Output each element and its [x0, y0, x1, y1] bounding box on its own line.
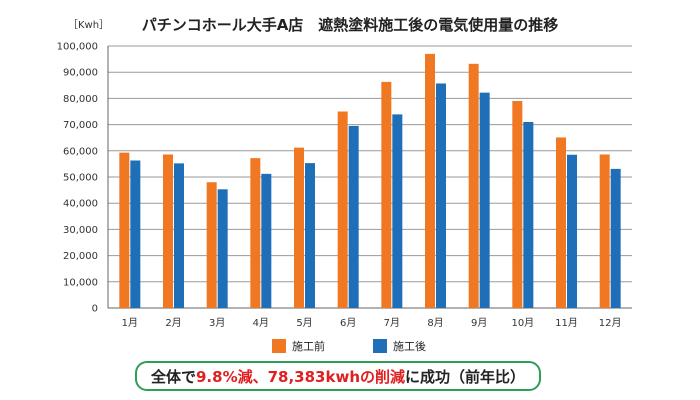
bar-after	[479, 92, 490, 308]
x-tick-label: 3月	[209, 317, 225, 329]
x-tick-label: 10月	[511, 317, 534, 329]
bar-after	[523, 121, 534, 308]
y-tick-label: 20,000	[63, 251, 98, 262]
y-tick-label: 100,000	[57, 42, 98, 53]
summary-prefix: 全体で	[150, 367, 196, 386]
x-tick-label: 9月	[471, 317, 487, 329]
x-tick-label: 2月	[165, 317, 181, 329]
x-tick-label: 7月	[384, 317, 400, 329]
bar-before	[206, 182, 217, 308]
bar-after	[567, 154, 577, 308]
x-tick-label: 4月	[253, 317, 269, 329]
bar-before	[294, 147, 304, 308]
bar-before	[425, 53, 435, 308]
bar-after	[217, 189, 228, 308]
bar-before	[250, 158, 261, 308]
bar-after	[392, 114, 403, 308]
summary-suffix: に成功（前年比）	[405, 367, 526, 386]
y-tick-label: 50,000	[63, 173, 98, 184]
chart-title: パチンコホール大手A店 遮熱塗料施工後の電気使用量の推移	[141, 16, 559, 34]
chart-legend: 施工前 施工後	[272, 338, 426, 354]
bar-after	[305, 163, 315, 308]
y-tick-label: 70,000	[63, 120, 98, 131]
x-tick-label: 12月	[599, 317, 622, 329]
bar-before	[163, 154, 173, 308]
bar-after	[130, 160, 141, 308]
bar-after	[261, 173, 272, 308]
legend-swatch-before	[272, 339, 286, 353]
legend-label-after: 施工後	[393, 340, 426, 353]
summary-box: 全体で 9.8%減、78,383kwhの削減 に成功（前年比）	[135, 361, 541, 391]
bar-before	[599, 154, 610, 308]
bar-before	[468, 63, 479, 309]
bar-before	[119, 152, 130, 308]
y-tick-label: 30,000	[63, 225, 98, 236]
y-axis-unit-label: ［Kwh］	[68, 20, 110, 31]
bar-after	[174, 163, 184, 308]
x-tick-label: 11月	[555, 317, 578, 329]
y-tick-label: 10,000	[63, 277, 98, 288]
x-tick-label: 1月	[122, 317, 138, 329]
y-tick-label: 80,000	[63, 94, 98, 105]
legend-item-before: 施工前	[272, 338, 325, 354]
bar-before	[512, 101, 523, 309]
legend-item-after: 施工後	[373, 338, 426, 354]
bar-after	[610, 168, 621, 308]
legend-label-before: 施工前	[292, 340, 325, 353]
bar-before	[556, 137, 566, 308]
y-tick-label: 0	[92, 304, 98, 315]
bar-after	[436, 83, 446, 308]
bar-before	[381, 81, 392, 308]
x-tick-label: 5月	[296, 317, 312, 329]
legend-swatch-after	[373, 339, 387, 353]
bar-after	[348, 125, 359, 308]
y-tick-label: 90,000	[63, 68, 98, 79]
bar-before	[337, 111, 348, 308]
summary-highlight: 9.8%減、78,383kwhの削減	[196, 367, 405, 386]
x-tick-label: 6月	[340, 317, 356, 329]
y-tick-label: 60,000	[63, 146, 98, 157]
x-tick-label: 8月	[427, 317, 443, 329]
y-tick-label: 40,000	[63, 199, 98, 210]
